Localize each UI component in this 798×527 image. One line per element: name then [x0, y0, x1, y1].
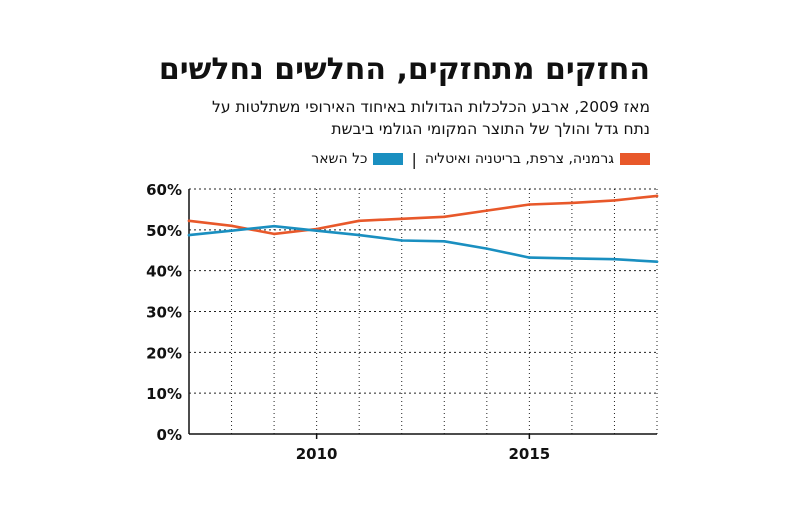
legend-separator: |: [411, 149, 417, 169]
data-point-rest: [187, 233, 191, 237]
legend-label-big4: גרמניה, צרפת, בריטניה ואיטליה: [424, 151, 614, 167]
data-point-rest: [230, 229, 233, 232]
data-point-rest: [655, 260, 659, 263]
x-tick-label: 2010: [296, 445, 338, 463]
data-point-rest: [613, 257, 616, 261]
y-tick-label: 10%: [146, 385, 182, 403]
data-point-rest: [315, 229, 318, 232]
series-layer: [187, 194, 659, 264]
data-point-big4: [442, 215, 446, 219]
data-point-big4: [357, 219, 361, 223]
y-tick-label: 60%: [146, 181, 182, 199]
data-point-rest: [528, 256, 531, 259]
legend: גרמניה, צרפת, בריטניה ואיטליה | כל השאר: [311, 148, 650, 170]
data-point-big4: [528, 203, 531, 206]
data-point-big4: [272, 232, 276, 236]
data-point-big4: [485, 209, 489, 212]
legend-item-big4: גרמניה, צרפת, בריטניה ואיטליה: [425, 151, 650, 167]
data-point-big4: [187, 219, 191, 223]
y-tick-label: 30%: [146, 304, 182, 322]
subtitle-line-2: נתח גדל והולך של התוצר המקומי הגולמי ביב…: [331, 120, 650, 138]
y-tick-label: 40%: [146, 263, 182, 281]
axis-layer: [188, 189, 657, 439]
subtitle-line-1: מאז 2009, ארבע הכלכלות הגדולות באיחוד הא…: [212, 98, 650, 116]
legend-swatch-big4: [620, 153, 650, 165]
data-point-big4: [400, 217, 404, 221]
data-point-big4: [570, 201, 574, 205]
data-point-rest: [570, 257, 574, 260]
data-point-rest: [442, 239, 446, 243]
label-layer: 0% 10% 20% 30% 40% 50% 60% 2010 2015: [146, 181, 550, 463]
y-tick-label: 50%: [146, 222, 182, 240]
legend-swatch-rest: [373, 153, 404, 165]
y-tick-label: 0%: [157, 426, 182, 444]
chart-title: החזקים מתחזקים, החלשים נחלשים: [158, 52, 650, 87]
data-point-big4: [230, 224, 233, 228]
series-line-rest: [187, 224, 659, 264]
legend-item-rest: כל השאר: [311, 151, 404, 167]
data-point-big4: [655, 194, 659, 198]
data-point-rest: [357, 233, 361, 237]
x-tick-label: 2015: [508, 445, 550, 463]
y-tick-label: 20%: [146, 344, 182, 362]
chart-subtitle: מאז 2009, ארבע הכלכלות הגדולות באיחוד הא…: [130, 96, 650, 140]
legend-label-rest: כל השאר: [311, 151, 368, 167]
series-line-big4: [187, 194, 659, 236]
grid-layer: [189, 188, 658, 434]
data-point-rest: [272, 224, 276, 228]
data-point-big4: [613, 199, 616, 202]
data-point-rest: [400, 239, 404, 242]
data-point-rest: [485, 247, 489, 250]
